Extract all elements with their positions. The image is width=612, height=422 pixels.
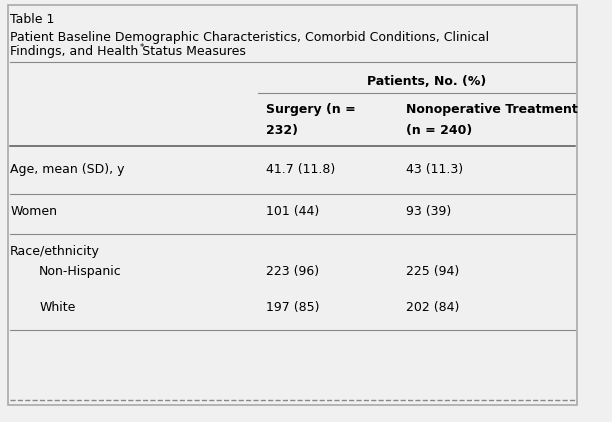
Text: 223 (96): 223 (96) xyxy=(266,265,319,279)
Text: 93 (39): 93 (39) xyxy=(406,205,451,218)
Text: (n = 240): (n = 240) xyxy=(406,124,472,137)
Text: 197 (85): 197 (85) xyxy=(266,301,319,314)
Text: 232): 232) xyxy=(266,124,298,137)
Text: Patient Baseline Demographic Characteristics, Comorbid Conditions, Clinical: Patient Baseline Demographic Characteris… xyxy=(10,31,489,44)
Text: Findings, and Health Status Measures: Findings, and Health Status Measures xyxy=(10,46,246,58)
Text: 225 (94): 225 (94) xyxy=(406,265,459,279)
Text: Surgery (n =: Surgery (n = xyxy=(266,103,356,116)
Text: Patients, No. (%): Patients, No. (%) xyxy=(367,75,486,88)
Text: 101 (44): 101 (44) xyxy=(266,205,319,218)
Text: 43 (11.3): 43 (11.3) xyxy=(406,163,463,176)
Text: Nonoperative Treatment: Nonoperative Treatment xyxy=(406,103,578,116)
Text: *: * xyxy=(140,43,144,52)
Text: 41.7 (11.8): 41.7 (11.8) xyxy=(266,163,335,176)
Text: Age, mean (SD), y: Age, mean (SD), y xyxy=(10,163,125,176)
Text: Non-Hispanic: Non-Hispanic xyxy=(39,265,122,279)
Text: Table 1: Table 1 xyxy=(10,13,54,26)
Text: White: White xyxy=(39,301,76,314)
Text: Women: Women xyxy=(10,205,57,218)
Text: 202 (84): 202 (84) xyxy=(406,301,460,314)
Text: Race/ethnicity: Race/ethnicity xyxy=(10,244,100,257)
